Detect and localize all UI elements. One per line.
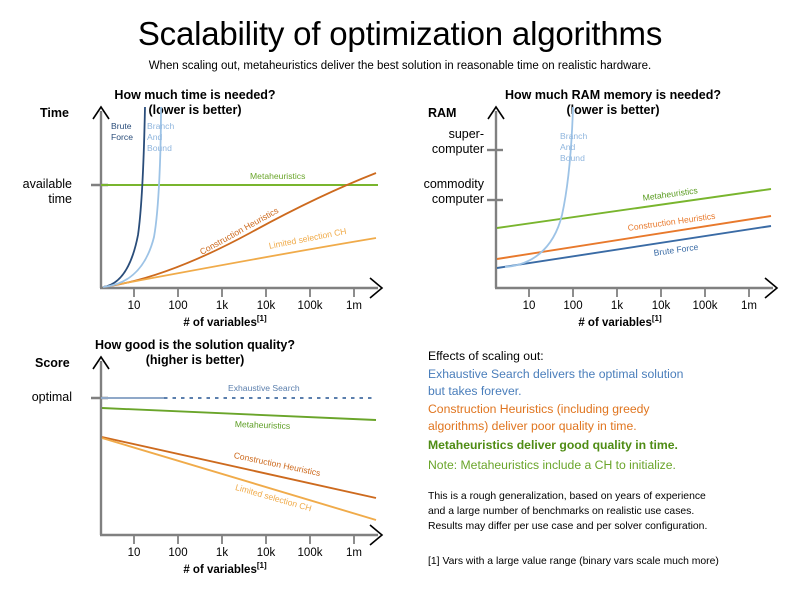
ytick-line2: computer (431, 142, 484, 156)
xtick-1m: 1m (346, 547, 362, 559)
xtick-1k: 1k (610, 300, 624, 312)
ytick-line2: computer (431, 192, 484, 206)
chart-score: How good is the solution quality? (highe… (0, 330, 410, 585)
chart-time-xlabel: # of variables[1] (183, 314, 267, 329)
chart-time-title-line1: How much time is needed? (114, 88, 276, 102)
chart-score-title-line2: (higher is better) (145, 353, 245, 367)
chart-ram-ytick-commodity: commodity computer (397, 177, 484, 207)
series-construction-heuristics (101, 436, 377, 499)
ytick-line1: super- (448, 127, 484, 141)
xtick-100: 100 (563, 300, 583, 312)
notes-green: Metaheuristics deliver good quality in t… (428, 438, 678, 452)
xtick-1m: 1m (346, 300, 362, 312)
series-branch-and-bound (504, 106, 574, 268)
label-line3: Bound (560, 153, 585, 163)
xtick-10k: 10k (256, 300, 276, 312)
series-metaheuristics (496, 188, 772, 229)
page-subtitle: When scaling out, metaheuristics deliver… (148, 60, 652, 72)
chart-time-ytick-available: available time (0, 177, 72, 207)
xtick-10: 10 (127, 547, 141, 559)
xtick-100: 100 (168, 547, 188, 559)
chart-score-ytick-optimal: optimal (31, 390, 72, 404)
xtick-10k: 10k (651, 300, 671, 312)
ytick-line1: commodity (423, 177, 484, 191)
notes-blue-line2: but takes forever. (428, 384, 522, 398)
page-title: Scalability of optimization algorithms (137, 15, 663, 52)
label-line2: Force (111, 132, 133, 142)
chart-score-yaxis-name: Score (35, 356, 70, 370)
chart-ram-ytick-supercomputer: super- computer (397, 127, 484, 157)
chart-ram-xlabel: # of variables[1] (578, 314, 662, 329)
disclaimer-line3: Results may differ per use case and per … (428, 521, 708, 532)
xtick-100: 100 (168, 300, 188, 312)
notes-orange-line2: algorithms) deliver poor quality in time… (428, 419, 637, 433)
label-branch-and-bound: Branch And Bound (147, 121, 174, 154)
series-branch-and-bound (102, 106, 162, 288)
chart-ram-title-line1: How much RAM memory is needed? (504, 88, 721, 102)
series-metaheuristics (101, 407, 377, 421)
xtick-1m: 1m (741, 300, 757, 312)
series-brute-force (496, 225, 772, 269)
series-limited-selection-ch (101, 437, 377, 521)
label-exhaustive-search: Exhaustive Search (228, 383, 300, 393)
xtick-10: 10 (522, 300, 536, 312)
series-limited-selection-ch (102, 237, 377, 288)
label-brute-force: Brute Force (111, 121, 133, 143)
disclaimer-line2: and a large number of benchmarks on real… (428, 506, 695, 517)
xtick-10k: 10k (256, 547, 276, 559)
label-line2: And (147, 132, 163, 142)
chart-score-plot (91, 355, 384, 546)
chart-time-yaxis-name: Time (40, 106, 69, 120)
chart-time-title-line2: (lower is better) (148, 103, 242, 117)
label-metaheuristics: Metaheuristics (250, 171, 306, 181)
chart-ram: How much RAM memory is needed? (lower is… (410, 85, 800, 329)
axes (91, 105, 384, 299)
xtick-1k: 1k (215, 547, 229, 559)
chart-ram-plot (487, 105, 779, 299)
chart-score-xlabel: # of variables[1] (183, 561, 267, 576)
xtick-100k: 100k (297, 547, 323, 559)
disclaimer-line1: This is a rough generalization, based on… (428, 491, 706, 502)
notes-orange-line1: Construction Heuristics (including greed… (428, 402, 650, 416)
chart-time: How much time is needed? (lower is bette… (0, 85, 410, 329)
series-brute-force (102, 106, 146, 288)
footnote: [1] Vars with a large value range (binar… (428, 556, 719, 567)
chart-ram-title-line2: (lower is better) (566, 103, 660, 117)
ytick-line1: available (22, 177, 72, 191)
chart-ram-yaxis-name: RAM (428, 106, 457, 120)
ytick-line2: time (48, 192, 72, 206)
label-line1: Branch (147, 121, 175, 131)
label-line1: Brute (111, 121, 132, 131)
xtick-10: 10 (127, 300, 141, 312)
chart-score-title-line1: How good is the solution quality? (95, 338, 295, 352)
xtick-100k: 100k (692, 300, 718, 312)
notes-metaheuristics-note: Note: Metaheuristics include a CH to ini… (428, 458, 676, 472)
chart-time-plot (91, 105, 384, 299)
label-metaheuristics: Metaheuristics (234, 419, 291, 431)
xtick-1k: 1k (215, 300, 229, 312)
notes-panel: Effects of scaling out: Exhaustive Searc… (428, 348, 788, 588)
xtick-100k: 100k (297, 300, 323, 312)
label-line1: Branch (560, 131, 588, 141)
notes-heading: Effects of scaling out: (428, 349, 544, 363)
series-construction-heuristics (102, 172, 377, 288)
label-line3: Bound (147, 143, 172, 153)
axes (487, 105, 779, 299)
label-branch-and-bound: Branch And Bound (560, 131, 587, 164)
axes (91, 355, 384, 546)
notes-blue-line1: Exhaustive Search delivers the optimal s… (428, 367, 684, 381)
label-line2: And (560, 142, 576, 152)
